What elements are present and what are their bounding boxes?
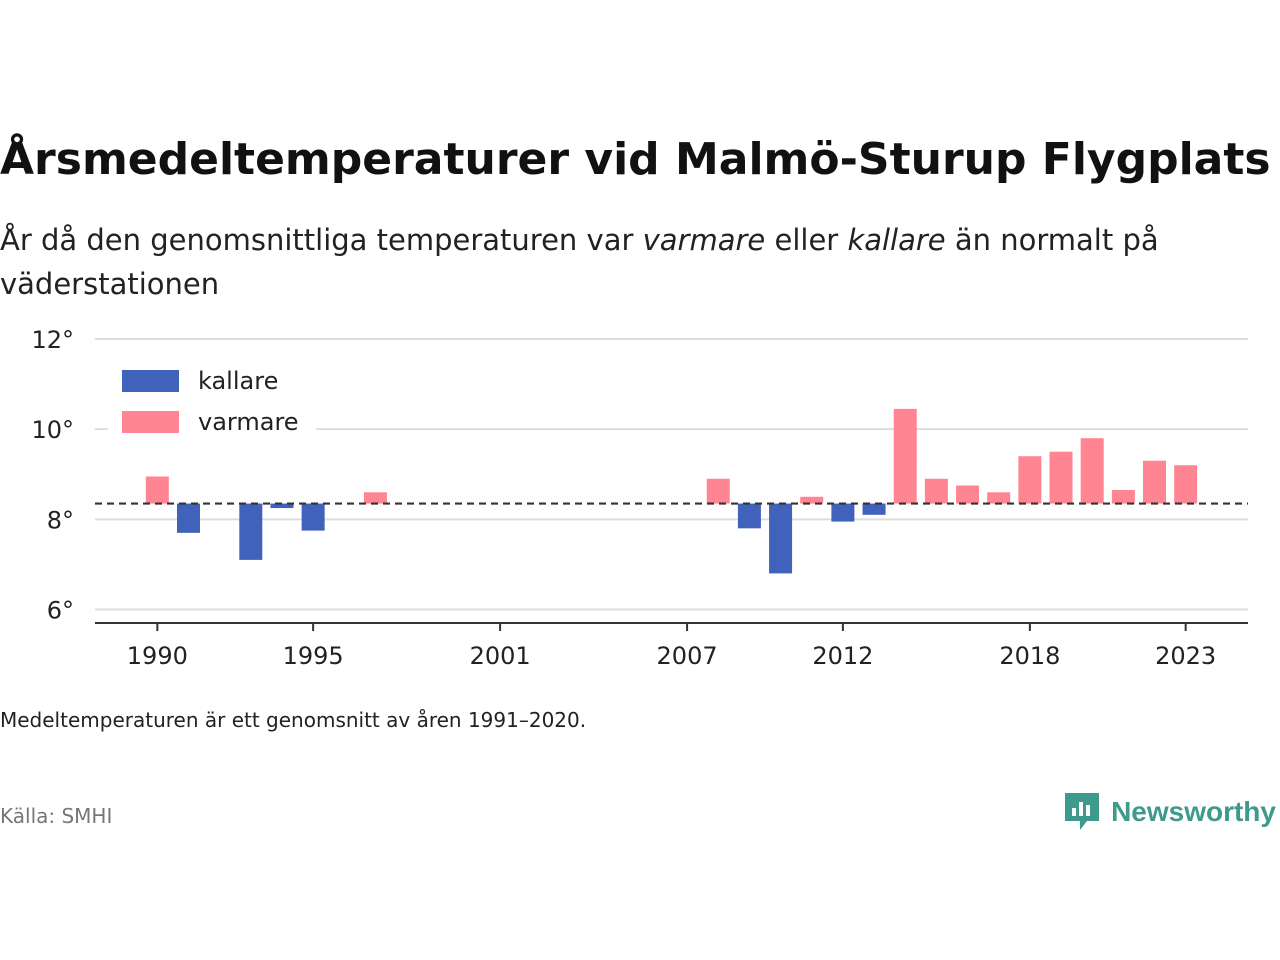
- bar-2018: [1018, 456, 1042, 504]
- legend-swatch-warmer: [122, 411, 179, 433]
- legend: kallare varmare: [108, 358, 316, 444]
- bar-2020: [1080, 438, 1104, 504]
- legend-swatch-colder: [122, 370, 179, 392]
- x-tick-label: 2018: [999, 642, 1060, 670]
- x-tick-label: 2001: [470, 642, 531, 670]
- x-tick-label: 2012: [812, 642, 873, 670]
- brand-name: Newsworthy: [1111, 796, 1276, 827]
- subtitle-end: än normalt på väderstationen: [0, 223, 1159, 301]
- legend-label-colder: kallare: [198, 367, 278, 395]
- bar-2016: [956, 485, 980, 504]
- bar-2014: [893, 408, 917, 504]
- chart-subtitle: År då den genomsnittliga temperaturen va…: [0, 218, 1270, 306]
- y-tick-label: 8°: [47, 506, 74, 534]
- bar-2013: [862, 503, 886, 515]
- x-tick-label: 1995: [283, 642, 344, 670]
- bar-1994: [270, 503, 294, 509]
- grid-lines: [95, 338, 1248, 611]
- x-axis-ticks: 1990 1995 2001 2007 2012 2018 2023: [127, 623, 1216, 670]
- x-tick-label: 1990: [127, 642, 188, 670]
- chart-title: Årsmedeltemperaturer vid Malmö-Sturup Fl…: [0, 134, 1271, 185]
- x-tick-label: 2023: [1155, 642, 1216, 670]
- bar-2010: [769, 503, 793, 574]
- bar-1990: [145, 476, 169, 504]
- bar-2012: [831, 503, 855, 522]
- brand-logo[interactable]: Newsworthy: [1063, 790, 1276, 834]
- subtitle-cold-word: kallare: [847, 223, 946, 257]
- bar-2011: [800, 496, 824, 504]
- footnote: Medeltemperaturen är ett genomsnitt av å…: [0, 708, 587, 732]
- x-tick-label: 2007: [657, 642, 718, 670]
- bar-2015: [924, 478, 948, 504]
- bar-1993: [239, 503, 263, 560]
- bar-2023: [1174, 465, 1198, 504]
- bar-2008: [706, 478, 730, 504]
- bar-2021: [1111, 490, 1135, 504]
- bar-1991: [176, 503, 200, 533]
- y-tick-label: 6°: [47, 596, 74, 624]
- source-credit: Källa: SMHI: [0, 804, 113, 828]
- y-tick-label: 12°: [31, 326, 74, 354]
- bar-2019: [1049, 451, 1073, 504]
- bar-1997: [363, 492, 387, 504]
- bars: [145, 408, 1198, 574]
- legend-label-warmer: varmare: [198, 408, 299, 436]
- y-tick-label: 10°: [31, 416, 74, 444]
- bar-2009: [737, 503, 761, 529]
- bar-2017: [987, 492, 1011, 504]
- bar-2022: [1143, 460, 1167, 504]
- temperature-bar-chart: 6°8°10°12° 1990 1995 2001 2007 2012 2018 2023 …: [31, 326, 1248, 670]
- y-axis-ticks: 6° 8° 10° 12°: [31, 326, 74, 624]
- subtitle-warm-word: varmare: [642, 223, 766, 257]
- bar-1995: [301, 503, 325, 531]
- subtitle-middle: eller: [765, 223, 848, 257]
- newsworthy-logo-icon: [1065, 793, 1100, 830]
- subtitle-start: År då den genomsnittliga temperaturen va…: [0, 223, 643, 257]
